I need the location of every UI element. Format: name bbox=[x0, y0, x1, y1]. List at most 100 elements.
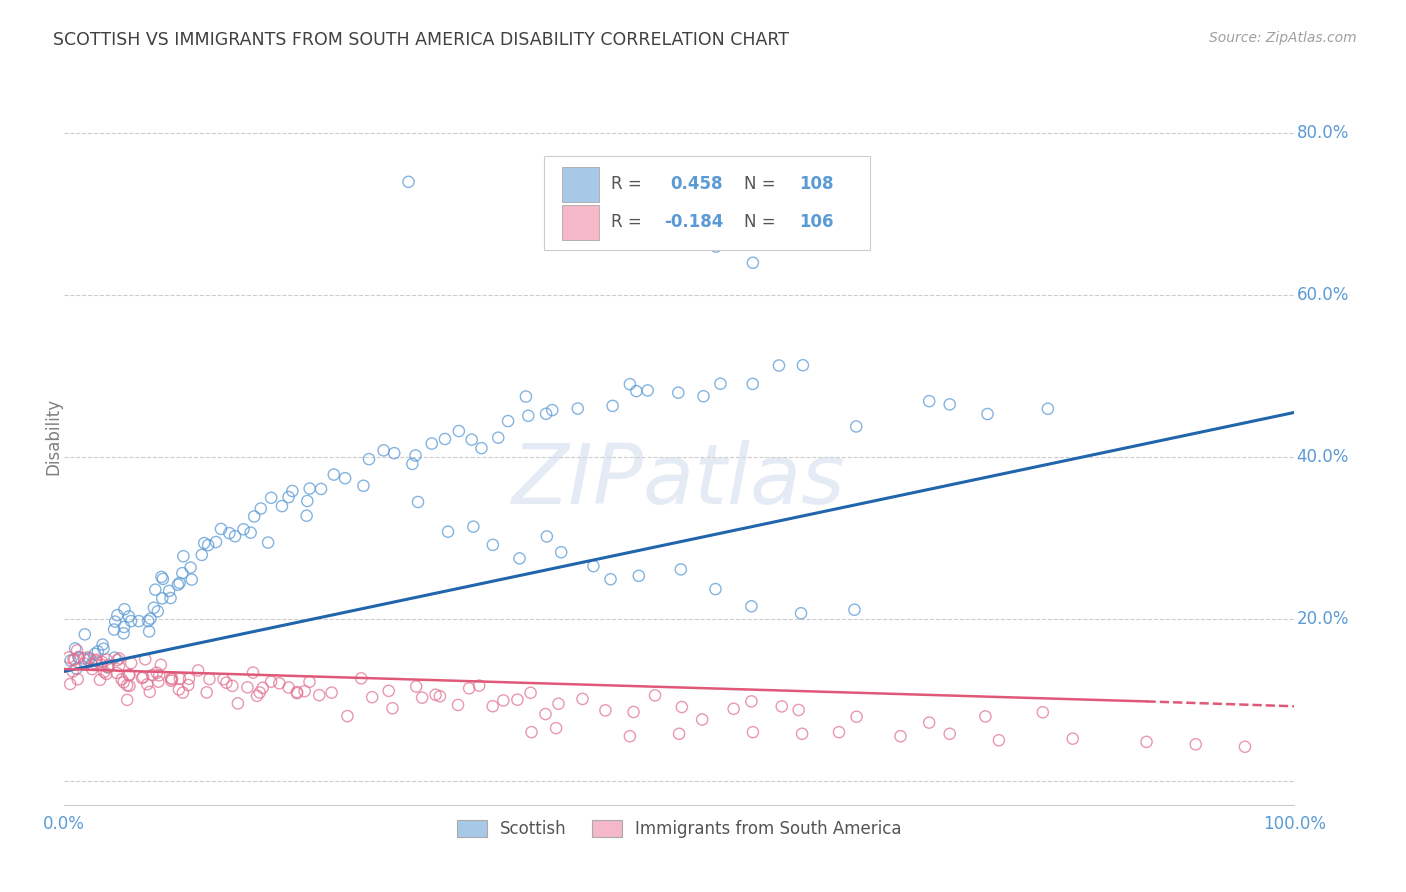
Text: R =: R = bbox=[612, 213, 647, 231]
Point bbox=[509, 551, 531, 566]
Point bbox=[520, 725, 543, 739]
Point bbox=[108, 659, 131, 673]
Point bbox=[83, 647, 105, 661]
Point bbox=[96, 653, 118, 667]
Point bbox=[65, 662, 87, 676]
Point bbox=[191, 548, 214, 562]
FancyBboxPatch shape bbox=[562, 205, 599, 240]
Point bbox=[295, 508, 318, 523]
Point bbox=[180, 560, 202, 574]
Point bbox=[62, 665, 84, 679]
Point bbox=[482, 538, 505, 552]
Point bbox=[104, 650, 127, 665]
Point bbox=[627, 569, 650, 583]
Point bbox=[177, 678, 200, 692]
Point bbox=[149, 657, 172, 672]
Point bbox=[152, 572, 174, 586]
Point bbox=[285, 686, 308, 700]
Point bbox=[668, 727, 690, 741]
Text: 108: 108 bbox=[800, 175, 834, 194]
Point bbox=[770, 699, 793, 714]
FancyBboxPatch shape bbox=[562, 167, 599, 202]
Point bbox=[146, 665, 169, 680]
Point bbox=[458, 681, 481, 696]
Point bbox=[148, 674, 170, 689]
Point bbox=[226, 697, 249, 711]
Point bbox=[1032, 706, 1054, 720]
Point bbox=[112, 620, 135, 634]
Point bbox=[118, 668, 141, 682]
Point bbox=[285, 685, 308, 699]
Text: 80.0%: 80.0% bbox=[1296, 124, 1348, 142]
Point bbox=[506, 692, 529, 706]
Point bbox=[103, 623, 125, 637]
Point bbox=[547, 697, 569, 711]
Point bbox=[89, 673, 111, 687]
Point bbox=[741, 256, 763, 270]
Point bbox=[157, 583, 180, 598]
Point bbox=[72, 651, 94, 665]
Point bbox=[281, 483, 304, 498]
Point bbox=[425, 688, 447, 702]
Point bbox=[460, 433, 482, 447]
Point bbox=[405, 680, 427, 694]
Point bbox=[671, 700, 693, 714]
Point bbox=[212, 672, 235, 686]
Point bbox=[59, 677, 82, 691]
Point bbox=[112, 675, 135, 690]
Point bbox=[242, 665, 264, 680]
Point bbox=[637, 384, 659, 398]
Point bbox=[361, 690, 384, 705]
Point bbox=[249, 685, 271, 699]
Point bbox=[84, 654, 107, 668]
Point bbox=[221, 679, 243, 693]
Text: R =: R = bbox=[612, 175, 647, 194]
Point bbox=[519, 686, 541, 700]
Point bbox=[260, 491, 283, 505]
Text: 0.458: 0.458 bbox=[671, 175, 723, 194]
FancyBboxPatch shape bbox=[544, 156, 870, 251]
Point bbox=[433, 432, 456, 446]
Point bbox=[486, 431, 509, 445]
Point bbox=[134, 652, 156, 666]
Point bbox=[160, 672, 183, 686]
Point bbox=[357, 452, 380, 467]
Point bbox=[197, 538, 219, 552]
Point bbox=[73, 657, 96, 671]
Point bbox=[73, 627, 96, 641]
Point bbox=[66, 643, 89, 657]
Point bbox=[322, 467, 344, 482]
Point bbox=[740, 599, 762, 614]
Point bbox=[298, 482, 321, 496]
Point bbox=[87, 644, 110, 658]
Point bbox=[91, 655, 114, 669]
Point bbox=[167, 577, 190, 591]
Point bbox=[352, 479, 374, 493]
Point bbox=[463, 519, 485, 533]
Text: SCOTTISH VS IMMIGRANTS FROM SOUTH AMERICA DISABILITY CORRELATION CHART: SCOTTISH VS IMMIGRANTS FROM SOUTH AMERIC… bbox=[53, 31, 789, 49]
Point bbox=[619, 377, 641, 392]
Point bbox=[447, 424, 470, 438]
Point bbox=[536, 529, 558, 543]
Point bbox=[77, 653, 100, 667]
Point bbox=[120, 614, 142, 628]
Point bbox=[249, 501, 271, 516]
Point bbox=[172, 549, 194, 564]
Point bbox=[236, 681, 259, 695]
Point bbox=[420, 436, 443, 450]
Point bbox=[132, 670, 155, 684]
Point bbox=[790, 727, 813, 741]
Point bbox=[172, 566, 194, 580]
Point bbox=[470, 441, 492, 455]
Point bbox=[277, 681, 299, 695]
Point bbox=[97, 658, 120, 673]
Point bbox=[257, 535, 280, 549]
Point bbox=[447, 698, 470, 712]
Point bbox=[136, 614, 159, 628]
Point bbox=[1062, 731, 1084, 746]
Text: N =: N = bbox=[744, 175, 782, 194]
Point bbox=[976, 407, 998, 421]
Point bbox=[429, 690, 451, 704]
Point bbox=[599, 572, 621, 586]
Point bbox=[987, 733, 1010, 747]
